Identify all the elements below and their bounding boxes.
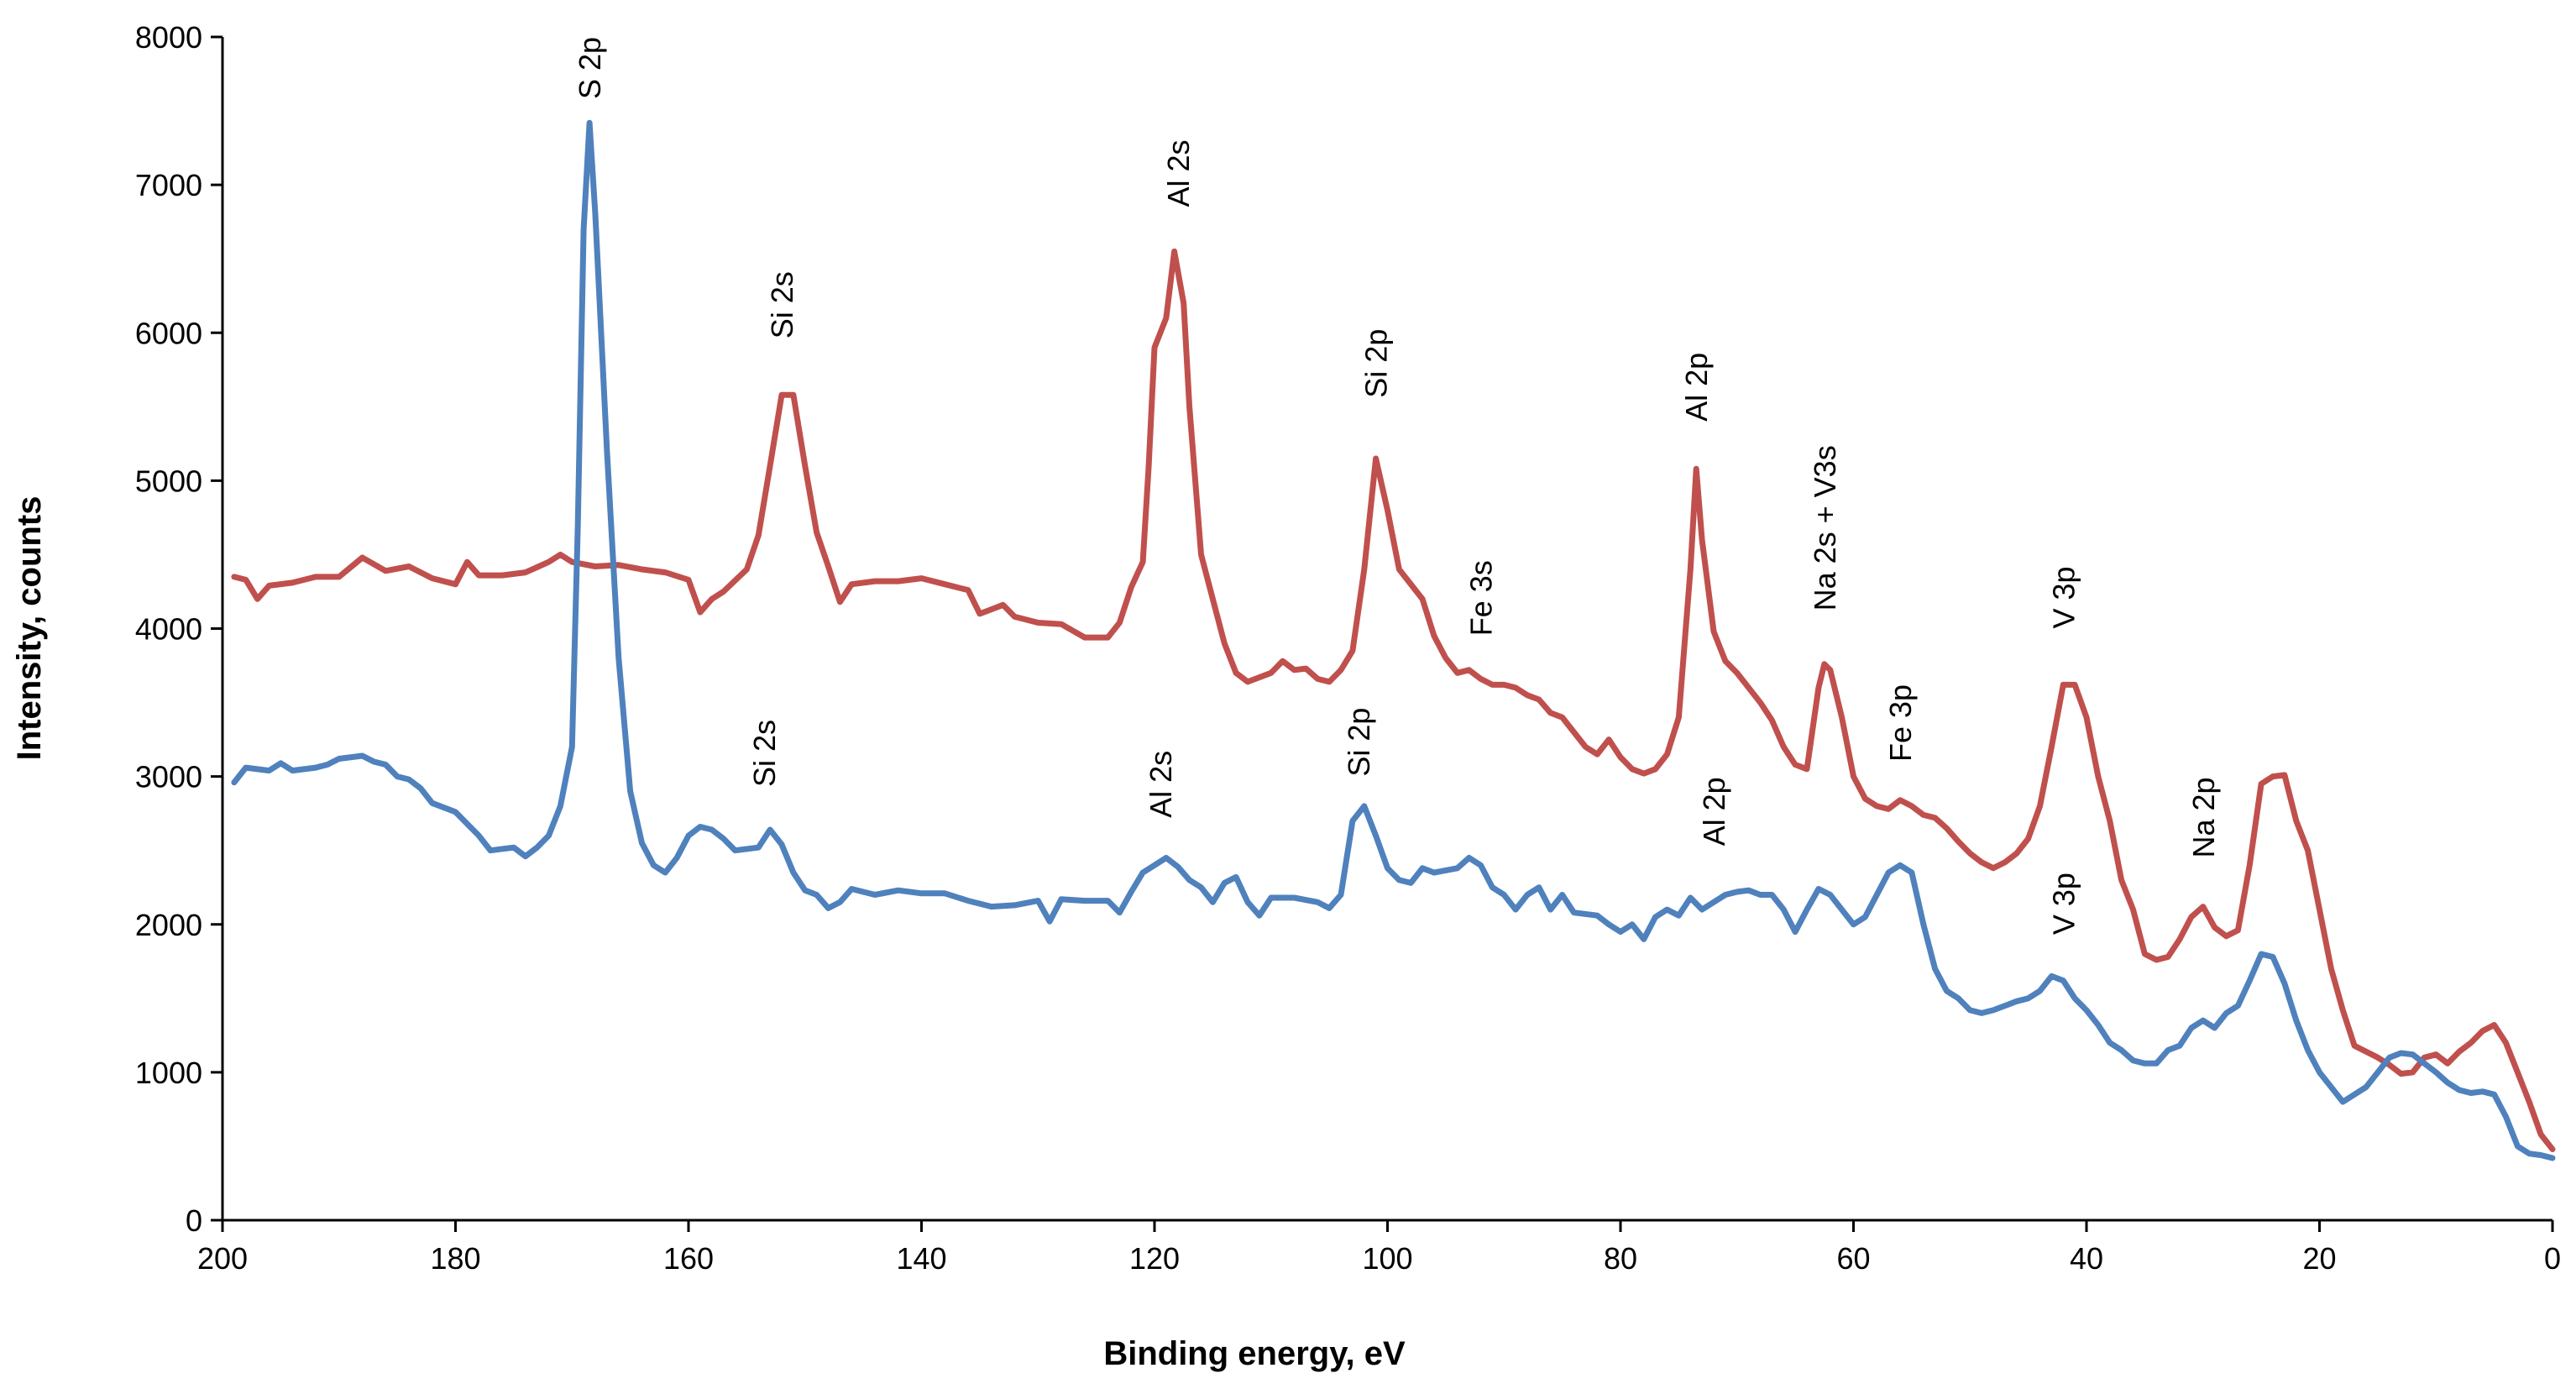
peak-label: Fe 3s [1464,560,1499,636]
y-tick-label: 1000 [135,1056,202,1090]
x-tick-label: 100 [1362,1241,1412,1276]
y-axis-title: Intensity, counts [11,496,48,761]
x-tick-label: 160 [663,1241,714,1276]
x-tick-label: 140 [896,1241,946,1276]
peak-label: Al 2p [1679,353,1714,422]
peak-label: Na 2s + V3s [1808,445,1842,611]
peak-label: Fe 3p [1883,684,1918,762]
y-tick-label: 0 [186,1203,202,1238]
x-tick-label: 180 [430,1241,480,1276]
y-tick-label: 6000 [135,316,202,350]
y-tick-label: 8000 [135,20,202,55]
peak-label: S 2p [573,37,607,99]
y-tick-label: 5000 [135,464,202,498]
x-tick-label: 20 [2302,1241,2336,1276]
peak-label: Al 2s [1161,139,1196,207]
x-tick-label: 120 [1129,1241,1180,1276]
series-layer [231,119,2556,1161]
peak-label: Na 2p [2186,777,2221,857]
peak-label: V 3p [2046,566,2081,628]
x-tick-label: 200 [197,1241,248,1276]
peak-label: Si 2p [1359,329,1394,398]
peak-label: Al 2p [1697,777,1731,846]
peak-label: Si 2p [1342,708,1376,777]
peak-label: Si 2s [747,720,782,787]
y-tick-label: 7000 [135,168,202,202]
x-tick-label: 80 [1604,1241,1637,1276]
y-tick-label: 2000 [135,908,202,942]
x-axis-title: Binding energy, eV [1103,1335,1406,1372]
blue-spectrum-line [231,119,2556,1161]
peak-label: Si 2s [765,271,799,338]
peak-labels-layer: S 2p Si 2s Al 2s Si 2p Fe 3s Al 2p Na 2s + V3s… [573,37,2221,935]
x-tick-label: 40 [2070,1241,2103,1276]
red-spectrum-line [231,248,2556,1152]
peak-label: Al 2s [1144,751,1178,818]
x-tick-label: 0 [2544,1241,2561,1276]
y-tick-label: 4000 [135,612,202,647]
x-tick-label: 60 [1836,1241,1870,1276]
peak-label: V 3p [2046,873,2081,935]
y-tick-label: 3000 [135,760,202,794]
